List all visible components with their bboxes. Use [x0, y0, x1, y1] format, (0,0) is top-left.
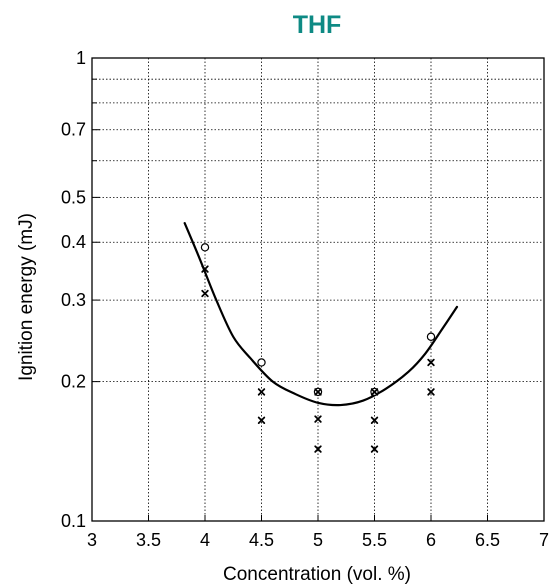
data-point-cross — [427, 388, 435, 396]
data-point-circle — [257, 358, 266, 367]
data-point-cross — [427, 358, 435, 367]
data-point-cross — [257, 388, 266, 396]
y-tick-label: 0.1 — [61, 511, 86, 531]
y-tick-label: 0.3 — [61, 290, 86, 310]
y-tick-label: 1 — [76, 48, 86, 68]
x-tick-label: 3 — [87, 530, 97, 550]
y-tick-label: 0.7 — [61, 120, 86, 140]
data-markers — [200, 243, 436, 453]
grid — [92, 58, 544, 521]
data-point-cross — [314, 388, 322, 396]
x-tick-label: 3.5 — [136, 530, 161, 550]
data-point-cross — [201, 265, 209, 273]
x-axis-label: Concentration (vol. %) — [223, 564, 411, 585]
fit-curve — [183, 221, 459, 407]
y-tick-label: 0.4 — [61, 232, 86, 252]
data-point-cross — [314, 415, 322, 423]
x-tick-label: 6.5 — [475, 530, 500, 550]
y-tick-label: 0.2 — [61, 372, 86, 392]
fit-curve-group — [183, 221, 459, 407]
y-tick-label: 0.5 — [61, 187, 86, 207]
data-point-circle — [426, 332, 436, 341]
data-point-cross — [314, 445, 322, 453]
data-point-cross — [370, 388, 379, 396]
x-tick-label: 4.5 — [249, 530, 274, 550]
x-tick-label: 4 — [200, 530, 210, 550]
x-tick-label: 5.5 — [362, 530, 387, 550]
data-point-cross — [370, 416, 379, 425]
y-axis-ticks: 0.1 0.2 0.3 0.4 0.5 0.7 1 — [61, 48, 100, 531]
x-axis-ticks: 3 3.5 4 4.5 5 5.5 6 6.5 7 — [87, 515, 549, 550]
chart-title: THF — [293, 11, 342, 39]
data-point-circle — [200, 243, 210, 252]
data-point-cross — [257, 416, 266, 425]
x-tick-label: 6 — [426, 530, 436, 550]
x-tick-label: 5 — [313, 530, 323, 550]
data-point-cross — [201, 289, 209, 298]
x-tick-label: 7 — [539, 530, 549, 550]
y-axis-label: Ignition energy (mJ) — [16, 213, 37, 381]
data-point-cross — [370, 445, 379, 453]
